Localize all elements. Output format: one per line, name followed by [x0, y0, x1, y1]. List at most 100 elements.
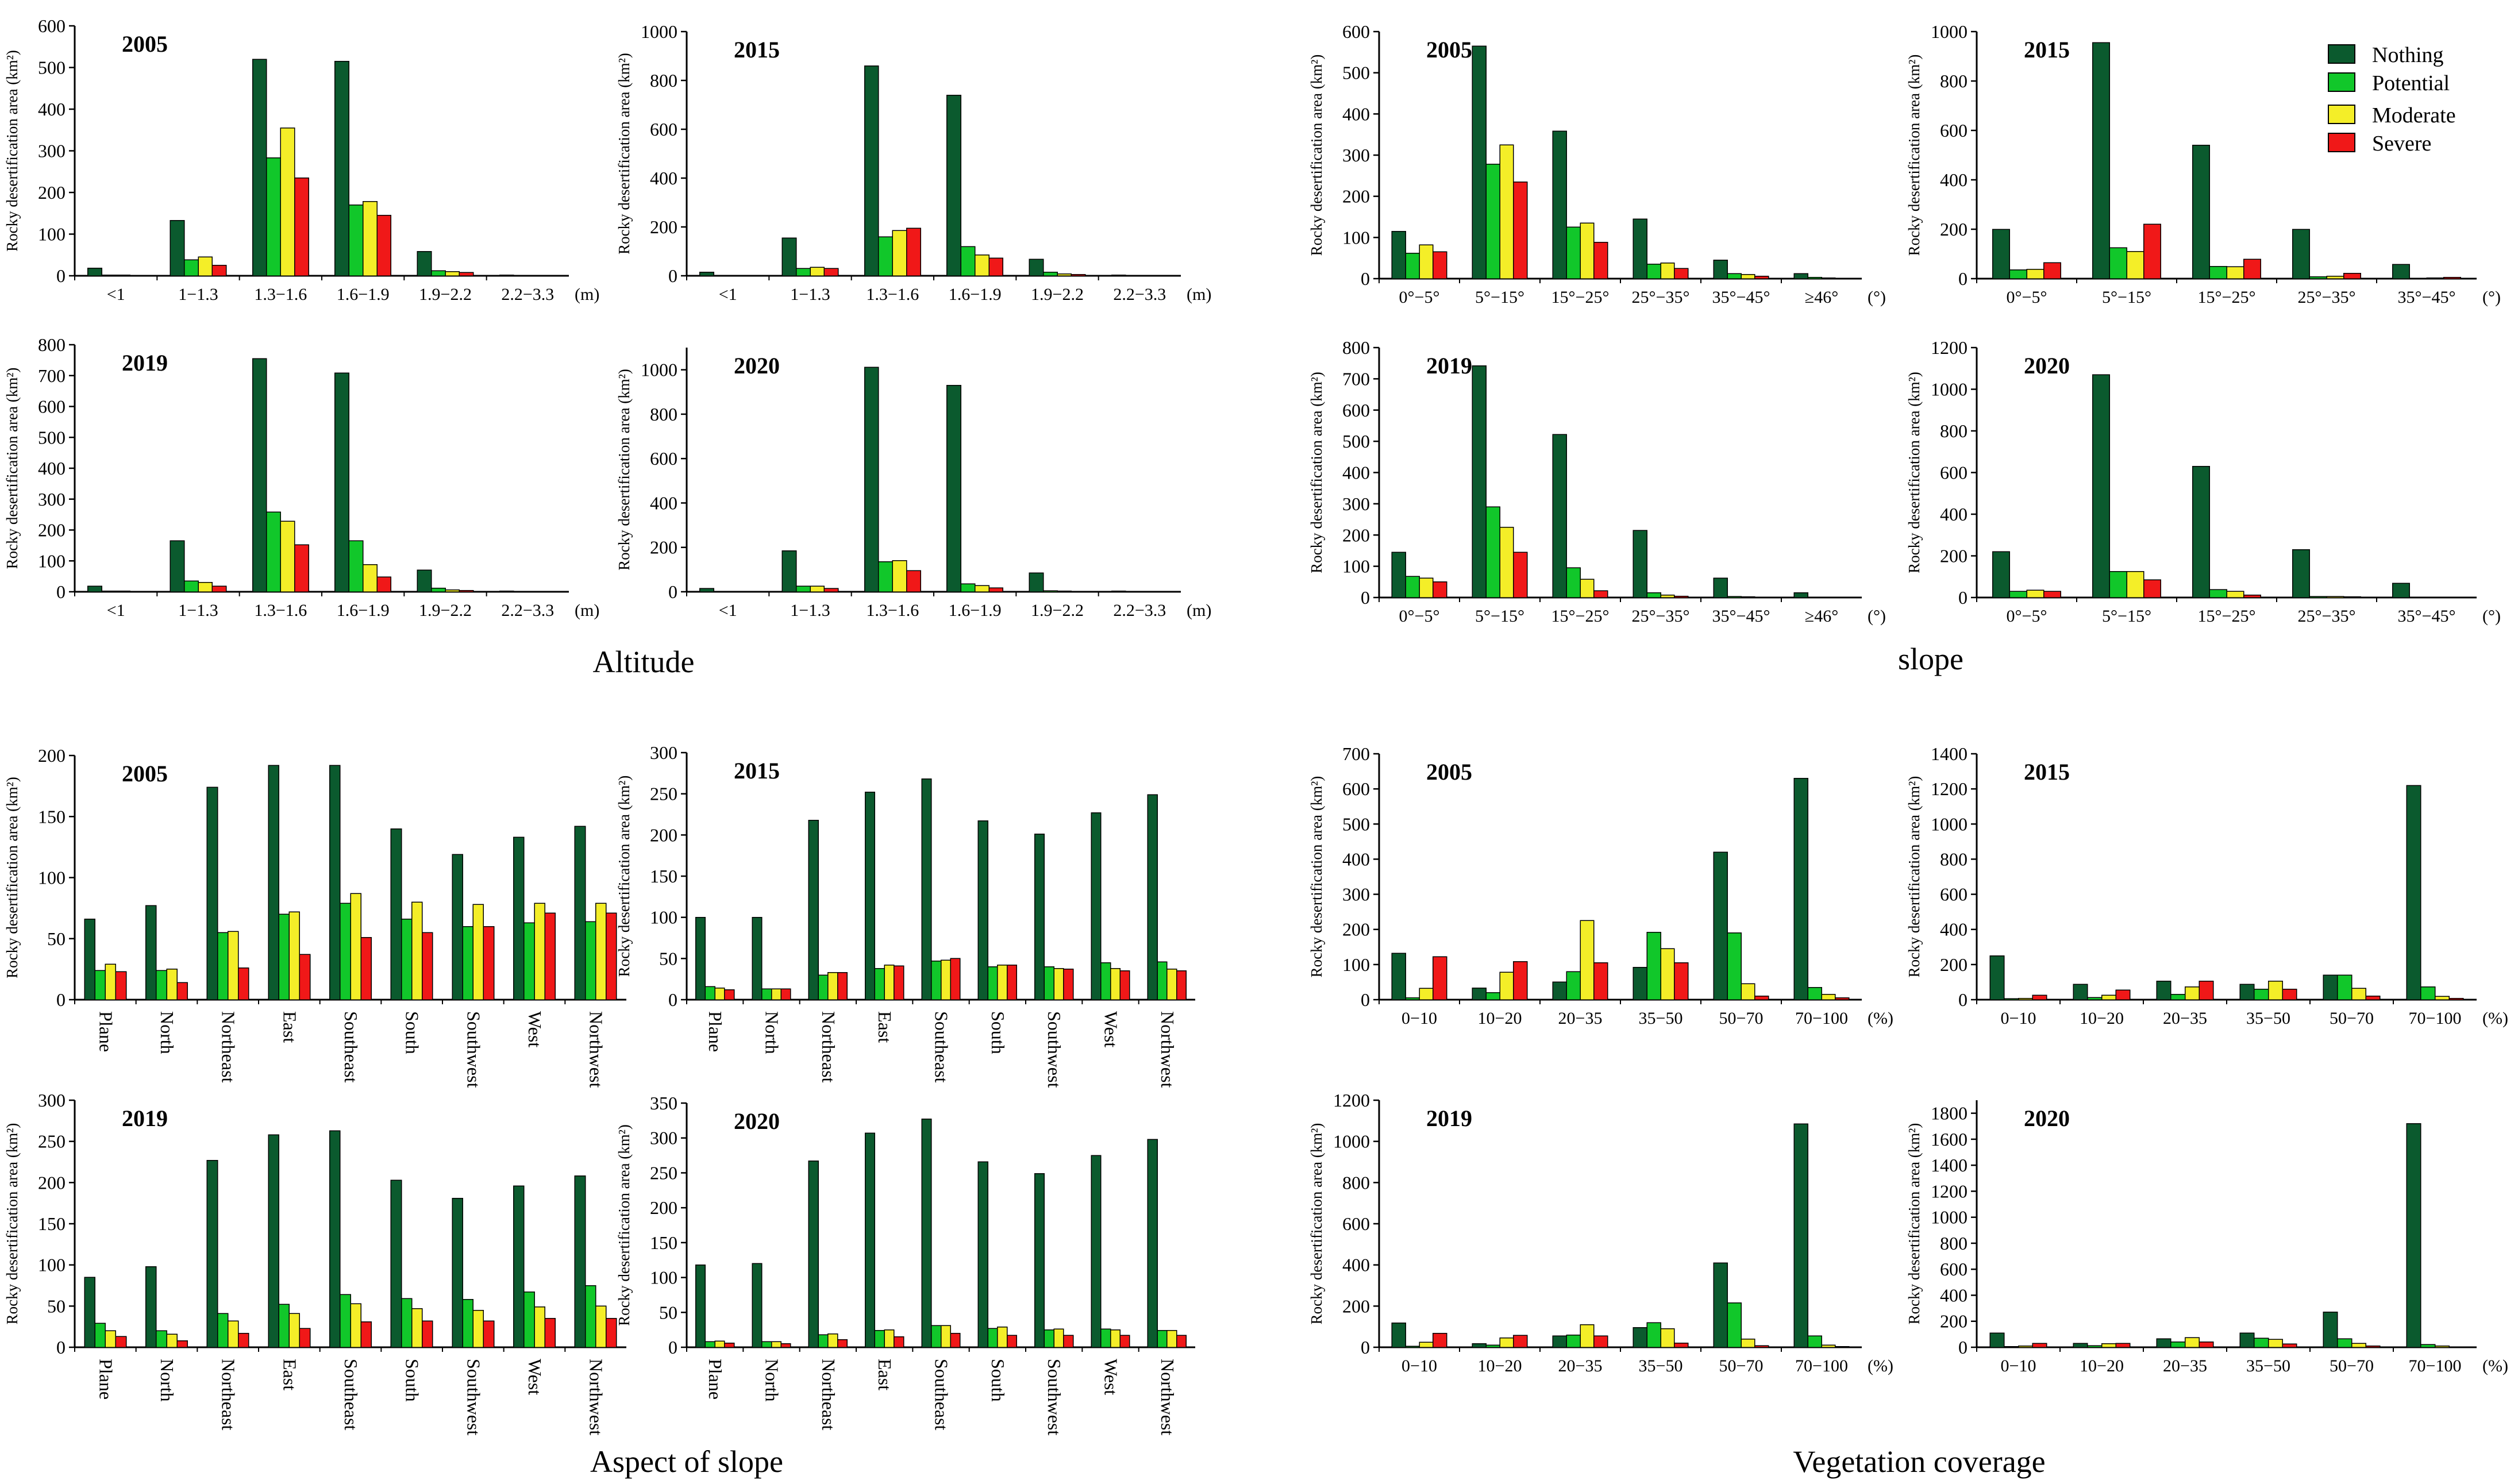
bar-potential	[1646, 592, 1661, 598]
x-tick-label: 2.2−3.3	[1113, 601, 1166, 620]
bar-moderate	[595, 903, 607, 1000]
bar-potential	[1405, 252, 1420, 279]
bar-moderate	[115, 274, 130, 276]
bar-moderate	[2351, 1343, 2366, 1348]
bar-moderate	[1166, 969, 1177, 1000]
bar-severe	[1063, 969, 1074, 1000]
y-axis-label: Rocky desertification area (km²)	[1905, 372, 1923, 573]
y-axis-label: Rocky desertification area (km²)	[615, 369, 633, 571]
chart-title: 2005	[1426, 759, 1472, 785]
x-tick-label: 10−20	[1478, 1009, 1522, 1028]
bar-potential	[1157, 1330, 1168, 1348]
y-tick-label: 0	[1361, 587, 1370, 608]
bar-potential	[1405, 1346, 1420, 1348]
bar-moderate	[2126, 250, 2144, 279]
bar-nothing	[1713, 260, 1728, 279]
bar-potential	[1405, 997, 1420, 1000]
x-tick-label: 1.6−1.9	[949, 285, 1002, 304]
x-tick-label: North	[762, 1011, 783, 1054]
x-tick-label: East	[875, 1359, 895, 1390]
x-tick-label: Northwest	[1157, 1011, 1178, 1088]
bar-nothing	[268, 765, 279, 1000]
y-tick-label: 100	[1342, 227, 1370, 248]
bar-nothing	[334, 372, 350, 592]
bar-potential	[1807, 277, 1822, 279]
bar-nothing	[2156, 1338, 2172, 1348]
bar-potential	[513, 275, 529, 276]
x-tick-label: 1−1.3	[790, 601, 830, 620]
x-tick-label: 15°−25°	[1551, 607, 1610, 626]
bar-potential	[1100, 1328, 1111, 1348]
x-tick-label: 70−100	[1795, 1356, 1848, 1375]
chart-title: 2005	[1426, 37, 1472, 63]
x-tick-label: Northeast	[218, 1011, 239, 1083]
bar-moderate	[1580, 579, 1595, 598]
bar-nothing	[2073, 1343, 2088, 1348]
bar-severe	[2199, 981, 2214, 1000]
bar-nothing	[1989, 1332, 2005, 1348]
bar-potential	[1100, 962, 1111, 1000]
chart-slope-2005: 0 100 200 300 400 500 600 Rocky desertification…	[1308, 21, 1886, 307]
y-tick-label: 300	[1342, 145, 1370, 165]
bar-severe	[1674, 596, 1689, 598]
bar-potential	[1646, 1322, 1661, 1348]
bar-potential	[340, 903, 351, 1000]
bar-severe	[2032, 1343, 2047, 1348]
y-tick-label: 200	[38, 745, 66, 766]
chart-aspect-2015: 0 50 100 150 200 250 300 Rocky desertification …	[615, 742, 1195, 1088]
bar-nothing	[2292, 229, 2311, 279]
bar-nothing	[1713, 577, 1728, 598]
bar-nothing	[977, 820, 988, 1000]
bar-severe	[950, 958, 961, 1000]
bar-moderate	[2226, 266, 2244, 279]
x-tick-label: <1	[107, 285, 125, 304]
x-tick-label: Southwest	[1044, 1359, 1065, 1435]
bar-potential	[1485, 164, 1500, 279]
bar-potential	[156, 970, 167, 1000]
x-tick-label: 0°−5°	[2007, 607, 2047, 626]
bar-moderate	[2267, 1339, 2283, 1348]
bar-potential	[217, 932, 229, 1000]
bar-severe	[2115, 1343, 2131, 1348]
bar-moderate	[827, 1333, 838, 1348]
bar-potential	[1727, 273, 1742, 279]
bar-potential	[2409, 596, 2427, 598]
bar-moderate	[1660, 1328, 1675, 1348]
bar-potential	[266, 157, 282, 276]
bar-potential	[1566, 971, 1581, 1000]
bar-moderate	[1110, 1329, 1121, 1348]
bar-severe	[360, 936, 372, 1000]
bar-potential	[2409, 277, 2427, 279]
bar-nothing	[1552, 434, 1567, 598]
x-tick-label: North	[762, 1359, 783, 1402]
x-tick-label: Southeast	[341, 1011, 361, 1083]
bar-moderate	[595, 1305, 607, 1348]
bar-nothing	[695, 916, 706, 1000]
bar-moderate	[771, 1341, 781, 1348]
bar-severe	[1433, 251, 1447, 279]
bar-moderate	[1741, 596, 1755, 598]
bar-moderate	[105, 1330, 117, 1348]
bar-potential	[401, 1298, 413, 1348]
x-tick-label: 10−20	[2080, 1009, 2124, 1028]
bar-severe	[422, 1320, 433, 1348]
bar-moderate	[1660, 948, 1675, 1000]
bar-nothing	[145, 905, 157, 1000]
bar-severe	[483, 1320, 495, 1348]
section-title-altitude: Altitude	[593, 645, 695, 679]
bar-moderate	[2434, 996, 2450, 1000]
x-unit-label: (m)	[1187, 601, 1211, 620]
bar-moderate	[884, 1329, 895, 1348]
bar-potential	[94, 1323, 106, 1348]
x-tick-label: 1.6−1.9	[337, 285, 390, 304]
bar-severe	[2282, 1343, 2297, 1348]
bar-moderate	[1499, 526, 1514, 598]
bar-severe	[894, 1336, 904, 1348]
bar-severe	[2365, 1345, 2381, 1348]
y-tick-label: 0	[1958, 587, 1968, 608]
x-unit-label: (%)	[2482, 1356, 2508, 1375]
chart-alt-2015: 0 200 400 600 800 1000 Rocky desertification a…	[615, 21, 1211, 304]
x-tick-label: 20−35	[2163, 1356, 2207, 1375]
x-tick-label: 2.2−3.3	[1113, 285, 1166, 304]
y-tick-label: 250	[650, 784, 677, 804]
